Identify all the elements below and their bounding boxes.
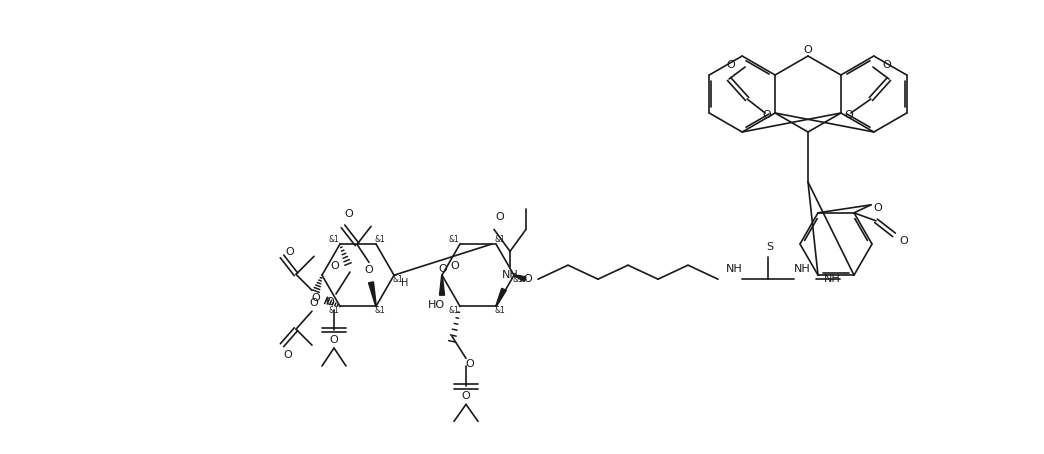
Text: &1: &1 [375, 236, 385, 245]
Text: O: O [345, 209, 353, 219]
Text: &1: &1 [329, 236, 339, 245]
Text: O: O [466, 360, 474, 370]
Text: O: O [326, 297, 334, 307]
Text: O: O [310, 298, 318, 308]
Text: &1: &1 [495, 306, 505, 315]
Text: O: O [882, 60, 892, 70]
Polygon shape [440, 275, 445, 295]
Text: O: O [763, 110, 772, 120]
Text: NH: NH [501, 270, 519, 281]
Text: O: O [330, 335, 338, 345]
Text: &1: &1 [329, 306, 339, 315]
Text: O: O [804, 45, 812, 55]
Text: O: O [900, 236, 908, 246]
Text: NH: NH [824, 274, 840, 284]
Polygon shape [369, 282, 376, 306]
Text: O: O [524, 274, 532, 284]
Text: O: O [311, 293, 321, 303]
Text: H: H [401, 278, 408, 288]
Text: &1: &1 [375, 306, 385, 315]
Text: HO: HO [427, 300, 445, 310]
Text: O: O [496, 212, 504, 222]
Text: O: O [286, 247, 294, 257]
Text: S: S [766, 242, 774, 252]
Text: O: O [845, 110, 853, 120]
Polygon shape [496, 288, 506, 306]
Text: O: O [874, 203, 882, 213]
Text: O: O [461, 391, 471, 401]
Text: &1: &1 [449, 306, 459, 315]
Text: &1: &1 [513, 275, 523, 284]
Text: NH: NH [726, 264, 742, 274]
Text: O: O [451, 261, 459, 271]
Text: NH: NH [793, 264, 810, 274]
Text: &1: &1 [495, 236, 505, 245]
Text: O: O [284, 350, 292, 360]
Polygon shape [514, 275, 526, 281]
Text: O: O [727, 60, 735, 70]
Text: O: O [364, 265, 374, 276]
Text: O: O [438, 264, 448, 274]
Text: O: O [331, 261, 339, 271]
Text: &1: &1 [393, 275, 403, 284]
Text: &1: &1 [449, 236, 459, 245]
